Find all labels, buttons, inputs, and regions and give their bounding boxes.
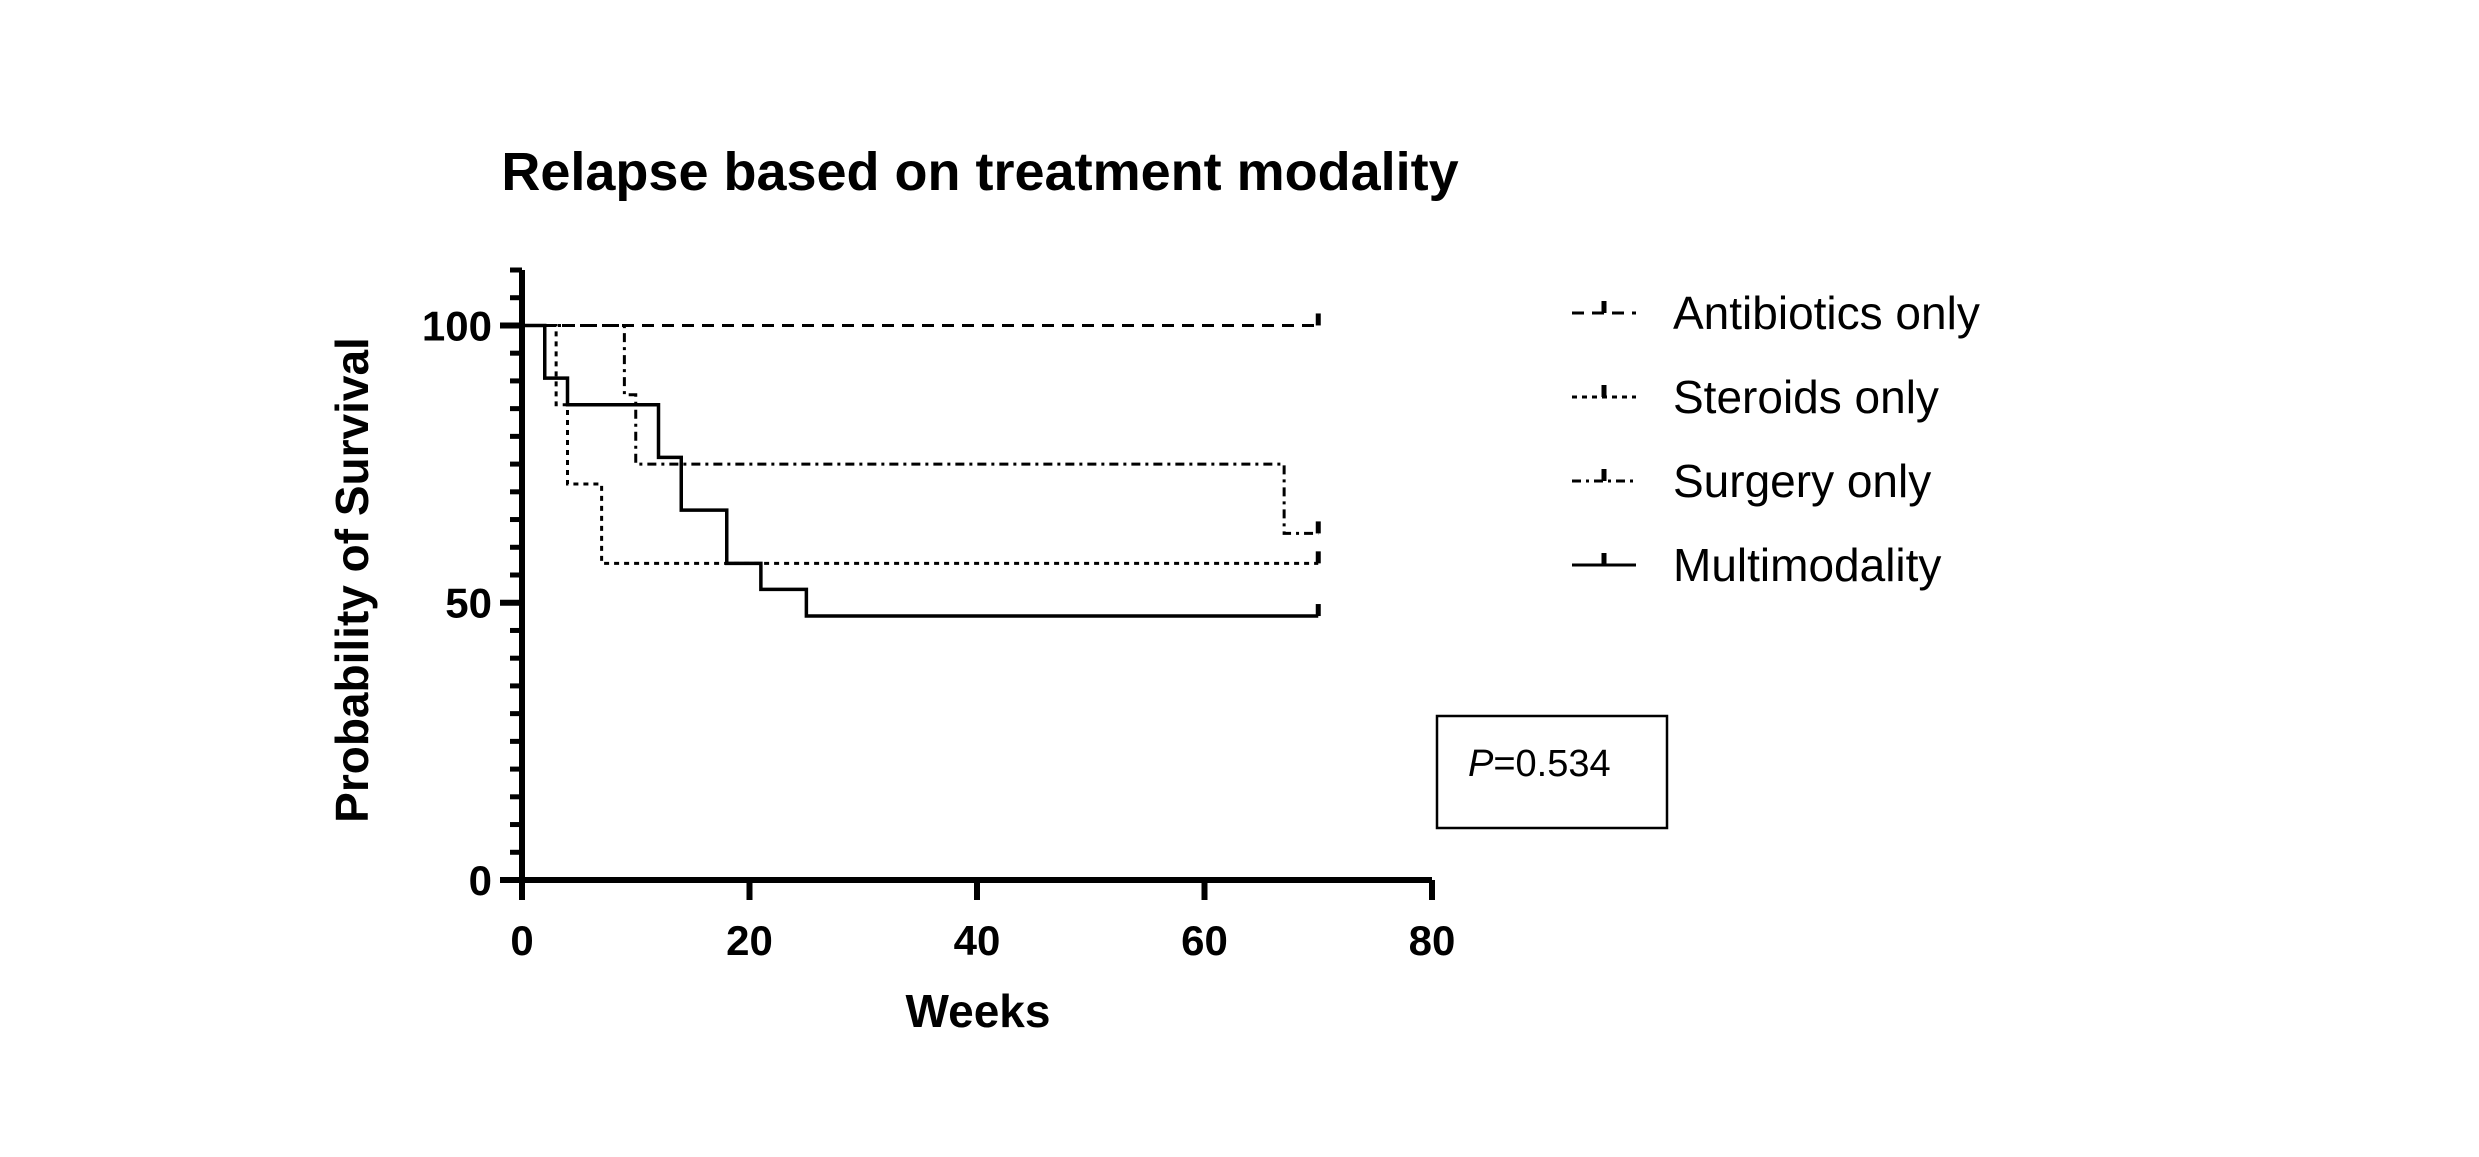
p-value-number: =0.534 [1493,743,1610,785]
legend-label-antibiotics-only: Antibiotics only [1673,287,1980,339]
x-tick-label: 0 [510,917,533,964]
plot-axes: 0 50 100 0 20 40 60 80 [422,267,1456,964]
p-value-box: P=0.534 [1435,714,1669,830]
series-line-surgery-only [522,323,1319,535]
p-value-box-frame [1435,714,1669,830]
legend-label-steroids-only: Steroids only [1673,371,1939,423]
x-tick-label: 80 [1409,917,1456,964]
y-axis-label: Probability of Survival [326,337,378,823]
y-tick-label: 100 [422,302,492,349]
y-tick-label: 50 [445,580,492,627]
p-value-symbol: P [1468,743,1494,785]
x-axis-label: Weeks [906,985,1051,1037]
legend-label-multimodality: Multimodality [1673,539,1941,591]
legend-label-surgery-only: Surgery only [1673,455,1931,507]
series-line-multimodality [522,323,1319,618]
legend: Antibiotics only Steroids only Surgery onl… [1572,287,1980,591]
y-tick-label: 0 [469,857,492,904]
series-line-steroids-only [522,323,1319,565]
chart-title: Relapse based on treatment modality [501,142,1458,202]
x-tick-label: 40 [954,917,1001,964]
series-layer [522,313,1321,618]
x-tick-label: 20 [726,917,773,964]
x-tick-label: 60 [1181,917,1228,964]
p-value-text: P=0.534 [1468,743,1611,785]
